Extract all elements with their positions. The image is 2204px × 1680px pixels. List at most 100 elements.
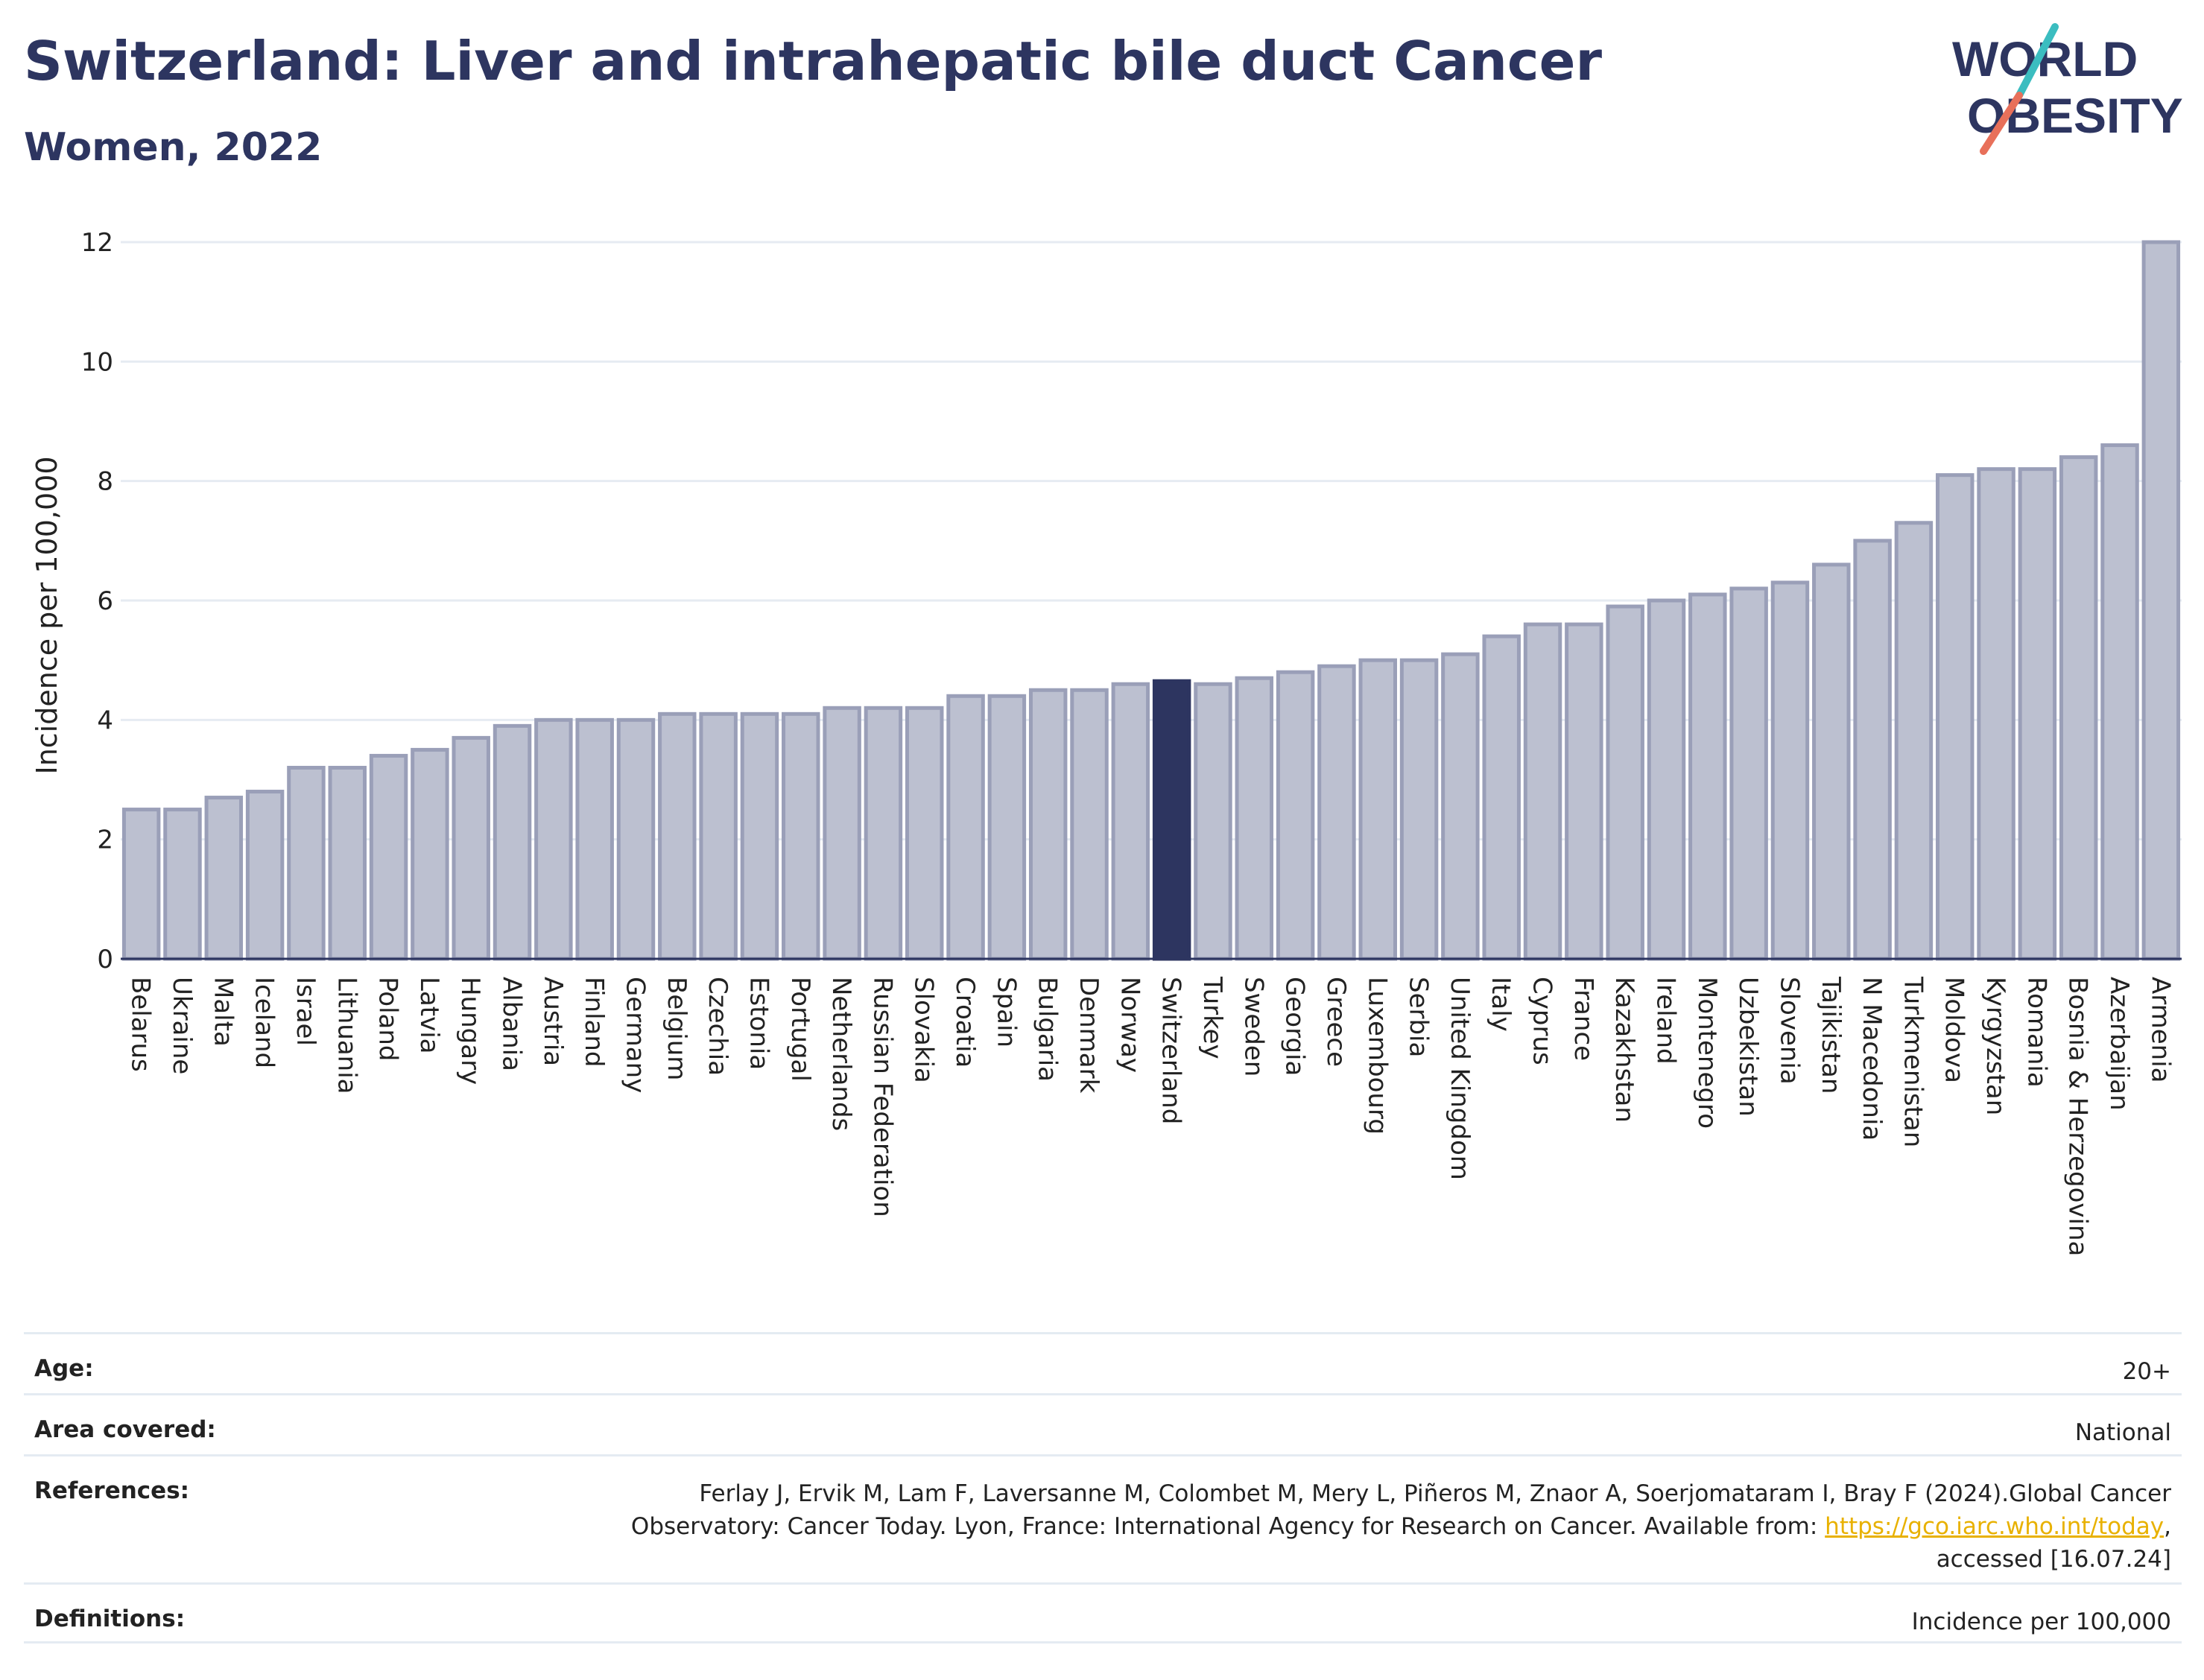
bar-finland — [575, 717, 614, 961]
x-tick-label: Slovakia — [909, 977, 939, 1083]
bar-slovenia — [1770, 580, 1810, 961]
bar-cyprus — [1523, 622, 1562, 961]
chart-subtitle: Women, 2022 — [24, 125, 323, 170]
y-tick-label: 12 — [81, 228, 113, 258]
y-tick-label: 6 — [97, 586, 113, 616]
bar-tajikistan — [1812, 562, 1851, 961]
x-tick-label: Czechia — [703, 977, 732, 1076]
x-tick-label: Austria — [538, 977, 568, 1066]
references-link[interactable]: https://gco.iarc.who.int/today — [1825, 1513, 2165, 1540]
bar-norway — [1111, 682, 1150, 961]
bar-spain — [987, 694, 1027, 961]
bar-germany — [616, 717, 656, 961]
bars — [121, 240, 2181, 961]
bar-albania — [493, 723, 532, 961]
x-tick-label: Finland — [579, 977, 609, 1068]
x-tick-label: Turkey — [1197, 976, 1227, 1059]
bar-bulgaria — [1028, 688, 1068, 961]
references-line2-suffix: , — [2164, 1513, 2171, 1540]
x-tick-label: Azerbaijan — [2104, 977, 2134, 1111]
x-axis-ticks: Belarus Ukraine Malta Iceland Israel Lithuani… — [126, 976, 2176, 1256]
bar-ireland — [1647, 598, 1686, 961]
x-tick-label: Portugal — [785, 977, 815, 1082]
x-tick-label: Lithuania — [332, 977, 361, 1094]
x-tick-label: Estonia — [744, 977, 773, 1070]
bar-moldova — [1936, 473, 1975, 961]
bar-poland — [369, 753, 408, 961]
bar-denmark — [1070, 688, 1109, 961]
bar-azerbaijan — [2100, 443, 2139, 961]
logo-slash-top — [2015, 23, 2059, 99]
area-value: National — [2074, 1419, 2171, 1446]
bar-kazakhstan — [1606, 604, 1644, 961]
bar-serbia — [1399, 658, 1439, 961]
info-table: Age: 20+ Area covered: National Referenc… — [24, 1332, 2182, 1643]
chart-title: Switzerland: Liver and intrahepatic bile… — [24, 30, 1602, 92]
age-value: 20+ — [2122, 1358, 2171, 1385]
x-tick-label: Sweden — [1238, 977, 1268, 1077]
bar-georgia — [1276, 670, 1315, 961]
x-tick-label: Albania — [497, 977, 527, 1071]
x-tick-label: Cyprus — [1527, 977, 1557, 1065]
bar-united-kingdom — [1441, 652, 1480, 961]
bar-n-macedonia — [1853, 539, 1892, 961]
bar-russian-federation — [864, 706, 903, 961]
x-tick-label: Iceland — [250, 977, 279, 1068]
bar-romania — [2018, 467, 2057, 961]
x-tick-label: Latvia — [414, 977, 444, 1054]
definitions-value: Incidence per 100,000 — [1911, 1608, 2171, 1635]
bar-slovakia — [905, 706, 944, 961]
x-tick-label: Spain — [991, 977, 1021, 1047]
bar-netherlands — [823, 706, 861, 961]
x-tick-label: Ukraine — [167, 977, 197, 1074]
x-tick-label: Norway — [1115, 977, 1144, 1073]
bar-turkmenistan — [1894, 521, 1934, 961]
x-tick-label: Netherlands — [826, 977, 856, 1131]
bar-belgium — [658, 711, 697, 961]
x-tick-label: Hungary — [455, 977, 485, 1085]
logo-slash-bottom — [1980, 92, 2023, 155]
x-tick-label: Uzbekistan — [1733, 977, 1763, 1117]
bar-belarus — [121, 808, 161, 961]
info-row-references: References: Ferlay J, Ervik M, Lam F, La… — [24, 1454, 2182, 1582]
definitions-label: Definitions: — [34, 1605, 186, 1632]
x-tick-label: Denmark — [1074, 977, 1103, 1094]
x-tick-label: Romania — [2021, 977, 2051, 1088]
bar-kyrgyzstan — [1977, 467, 2015, 961]
bar-chart: 0 2 4 6 8 10 12 Belarus Ukraine Malta Iceland Isra… — [31, 228, 2182, 1256]
x-tick-label: Belgium — [662, 977, 691, 1080]
references-line3: accessed [16.07.24] — [1936, 1546, 2171, 1573]
x-tick-label: Armenia — [2145, 977, 2175, 1083]
x-tick-label: Italy — [1486, 977, 1516, 1032]
bar-lithuania — [328, 765, 367, 961]
x-tick-label: Bulgaria — [1033, 977, 1063, 1082]
references-line2-prefix: Observatory: Cancer Today. Lyon, France:… — [630, 1513, 1825, 1540]
x-tick-label: Greece — [1321, 977, 1351, 1067]
area-label: Area covered: — [34, 1416, 216, 1443]
bar-armenia — [2141, 240, 2181, 961]
x-tick-label: Ireland — [1651, 977, 1681, 1065]
x-tick-label: Georgia — [1280, 977, 1310, 1076]
x-tick-label: Montenegro — [1692, 977, 1722, 1129]
bar-uzbekistan — [1729, 586, 1768, 961]
bar-estonia — [740, 711, 779, 961]
info-row-area: Area covered: National — [24, 1393, 2182, 1454]
references-line2: Observatory: Cancer Today. Lyon, France:… — [631, 1510, 2171, 1543]
x-tick-label: United Kingdom — [1445, 977, 1475, 1180]
x-tick-label: Malta — [208, 977, 238, 1047]
x-tick-label: Turkmenistan — [1898, 976, 1928, 1147]
bar-israel — [287, 765, 326, 961]
bar-turkey — [1194, 682, 1232, 961]
world-obesity-logo: WORLD OBESITY — [1952, 23, 2183, 155]
y-axis-label: Incidence per 100,000 — [31, 456, 63, 774]
x-tick-label: Belarus — [126, 977, 156, 1072]
bar-switzerland — [1152, 679, 1191, 961]
x-tick-label: Germany — [621, 977, 650, 1093]
bar-latvia — [411, 747, 449, 961]
references-line1: Ferlay J, Ervik M, Lam F, Laversanne M, … — [699, 1480, 2171, 1507]
x-tick-label: Croatia — [950, 977, 980, 1068]
x-tick-label: Tajikistan — [1816, 976, 1846, 1094]
x-tick-label: Bosnia & Herzegovina — [2063, 977, 2093, 1256]
x-tick-label: Kyrgyzstan — [1980, 977, 2010, 1115]
y-axis-ticks: 0 2 4 6 8 10 12 — [81, 228, 113, 974]
